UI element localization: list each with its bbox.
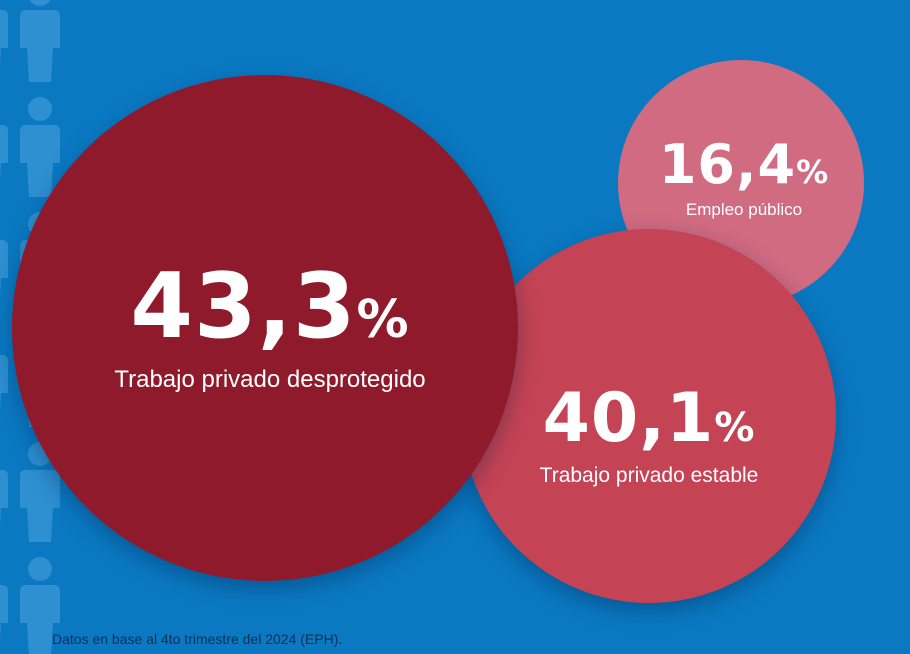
person-silhouette-icon — [0, 10, 8, 65]
label-block-estable: 40,1% Trabajo privado estable — [494, 385, 804, 488]
value-desprotegido: 43,3 — [130, 254, 357, 359]
person-silhouette-icon — [20, 557, 60, 654]
percent-sign-estable: % — [714, 405, 756, 451]
caption-desprotegido: Trabajo privado desprotegido — [114, 366, 426, 393]
value-estable: 40,1 — [542, 379, 715, 458]
caption-estable: Trabajo privado estable — [539, 464, 759, 487]
percent-sign-desprotegido: % — [356, 290, 410, 350]
person-silhouette-icon — [0, 355, 8, 410]
person-silhouette-icon — [0, 240, 8, 295]
person-silhouette-icon — [0, 125, 8, 180]
bubble-trabajo-privado-desprotegido — [12, 75, 518, 581]
person-silhouette-icon — [0, 585, 8, 640]
footnote: Datos en base al 4to trimestre del 2024 … — [52, 631, 343, 647]
percent-sign-publico: % — [796, 153, 830, 191]
caption-publico: Empleo público — [685, 200, 803, 219]
label-block-publico: 16,4% Empleo público — [626, 138, 862, 220]
value-publico: 16,4 — [658, 133, 797, 196]
person-silhouette-icon — [20, 97, 60, 197]
person-silhouette-icon — [20, 0, 60, 82]
person-silhouette-icon — [0, 470, 8, 525]
label-block-desprotegido: 43,3% Trabajo privado desprotegido — [70, 262, 470, 395]
bubble-trabajo-privado-estable — [462, 229, 836, 603]
